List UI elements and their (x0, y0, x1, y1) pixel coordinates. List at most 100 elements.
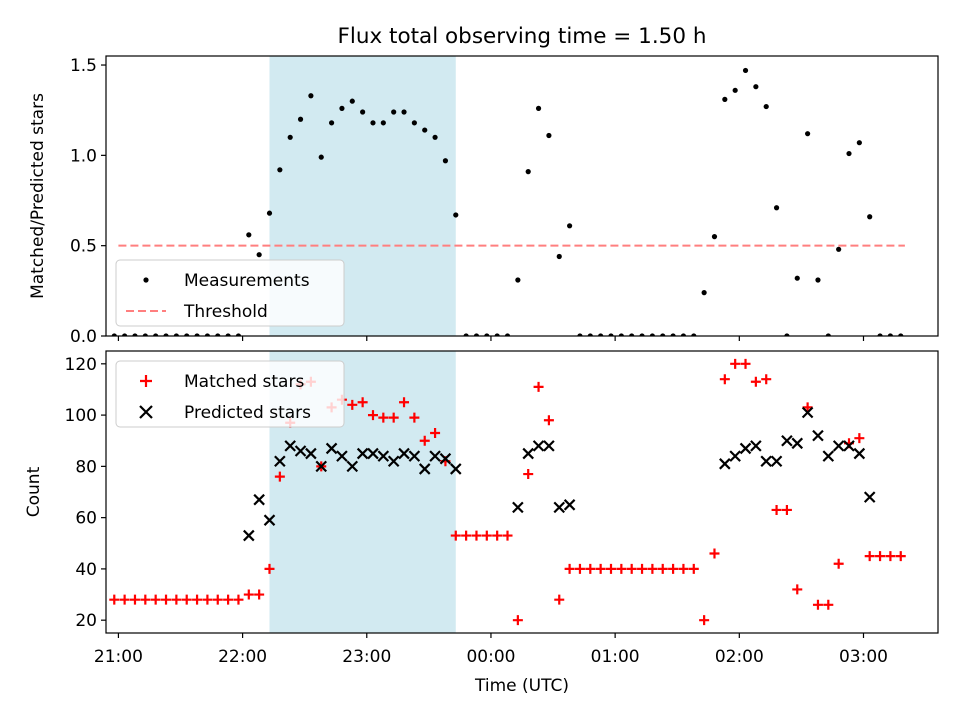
matched-star-point (730, 358, 741, 369)
measurement-point (773, 205, 780, 211)
predicted-star-point (843, 440, 855, 452)
measurement-point (494, 333, 500, 336)
measurement-point (825, 333, 831, 336)
matched-star-point (792, 584, 803, 595)
matched-star-point (512, 615, 523, 626)
y-tick-label: 20 (75, 611, 97, 631)
measurement-point (691, 333, 697, 336)
y-axis-label: Matched/Predicted stars (28, 93, 48, 299)
matched-star-point (171, 594, 182, 605)
predicted-star-point (832, 440, 845, 452)
predicted-star-point (801, 406, 814, 419)
matched-star-point (781, 504, 792, 515)
measurement-point (525, 169, 531, 175)
measurement-point (277, 167, 283, 173)
matched-star-point (233, 594, 244, 605)
matched-star-point (150, 594, 161, 605)
measurement-point (225, 333, 231, 336)
top-panel: 0.0 0.5 1.0 1.5 Matched/Predicted stars Measu… (28, 55, 939, 347)
predicted-star-point (853, 447, 866, 460)
measurement-point (877, 333, 883, 336)
measurement-point (132, 333, 138, 336)
x-tick-label: 02:00 (715, 647, 764, 667)
legend-matched-marker (140, 375, 152, 387)
predicted-star-point (356, 447, 369, 460)
predicted-star-point (325, 442, 338, 455)
predicted-star-point (274, 455, 286, 468)
measurement-point (215, 333, 221, 336)
matched-star-point (812, 599, 823, 610)
matched-star-point (605, 563, 616, 574)
matched-star-point (192, 594, 203, 605)
measurement-point (360, 109, 366, 115)
measurement-point (246, 232, 252, 238)
measurement-point (784, 333, 790, 336)
matched-star-point (647, 563, 658, 574)
legend-measurement-marker (143, 277, 149, 283)
matched-star-point (481, 530, 492, 541)
matched-star-point (802, 402, 813, 413)
measurement-point (297, 116, 304, 122)
matched-star-point (750, 376, 761, 387)
predicted-star-point (398, 447, 410, 460)
matched-star-point (140, 594, 151, 605)
measurement-point (722, 96, 728, 102)
measurement-point (898, 333, 904, 336)
matched-star-point (823, 599, 834, 610)
predicted-star-point (387, 455, 400, 468)
predicted-star-point (512, 501, 524, 514)
measurement-point (463, 333, 469, 336)
predicted-star-point (315, 460, 328, 473)
matched-star-point (129, 594, 140, 605)
matched-star-point (202, 594, 213, 605)
predicted-star-point (563, 499, 576, 511)
predicted-star-point (553, 501, 566, 514)
measurement-point (618, 333, 624, 336)
measurement-point (339, 105, 345, 111)
legend: Matched stars Predicted stars (115, 360, 345, 428)
measurement-point (287, 134, 293, 140)
measurement-point (680, 333, 687, 336)
x-axis-label: Time (UTC) (474, 676, 569, 696)
measurement-point (629, 333, 635, 336)
legend-box (115, 259, 345, 327)
measurement-point (256, 252, 262, 258)
measurement-point (587, 333, 593, 336)
predicted-star-point (367, 447, 379, 460)
legend-box (115, 360, 345, 428)
measurement-point (546, 132, 552, 139)
matched-star-point (357, 397, 368, 408)
y-axis-label: Count (24, 466, 44, 517)
y-tick-label: 40 (75, 560, 97, 580)
y-tick-label: 0.5 (70, 237, 97, 257)
measurement-point (515, 277, 521, 283)
matched-star-point (450, 530, 461, 541)
measurement-point (753, 84, 759, 90)
measurement-point (711, 234, 718, 240)
measurement-point (328, 120, 335, 126)
x-tick-label: 01:00 (591, 647, 640, 667)
predicted-star-point (719, 458, 731, 470)
y-tick-label: 100 (65, 406, 97, 426)
measurement-point (763, 103, 769, 110)
matched-star-point (885, 551, 896, 562)
measurement-point (794, 275, 800, 281)
measurement-point (163, 333, 169, 336)
matched-star-point (719, 374, 730, 385)
predicted-star-point (760, 455, 772, 468)
matched-star-point (502, 530, 513, 541)
matched-star-point (161, 594, 172, 605)
measurement-point (598, 333, 604, 336)
matched-star-point (657, 563, 668, 574)
matched-star-point (223, 594, 234, 605)
legend-predicted-marker (139, 405, 153, 419)
predicted-star-point (532, 440, 545, 452)
measurement-point (473, 333, 480, 336)
measurement-point (204, 333, 211, 336)
legend-entry: Threshold (183, 302, 268, 322)
matched-star-point (430, 428, 441, 439)
matched-star-point (709, 548, 720, 559)
matched-star-point (574, 563, 585, 574)
matched-star-point (409, 412, 420, 423)
measurement-point (887, 333, 893, 336)
